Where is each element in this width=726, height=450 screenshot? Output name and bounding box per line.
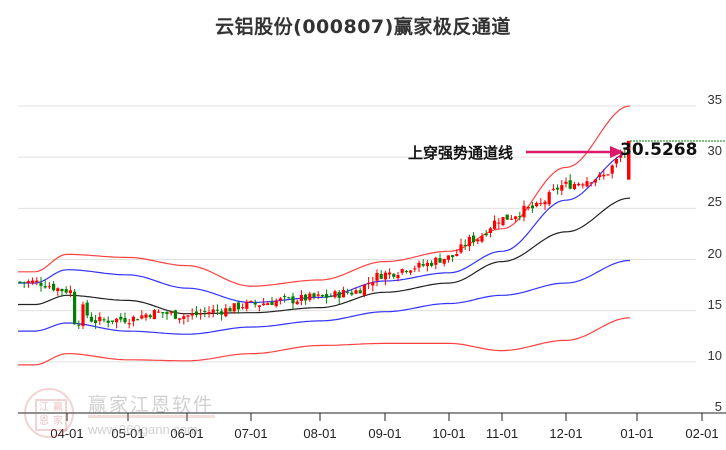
lower-inner-band-line xyxy=(18,259,631,335)
x-tick-label: 09-01 xyxy=(368,426,402,441)
watermark-char: 江 xyxy=(39,402,49,413)
grid-lines xyxy=(18,105,696,363)
watermark-divider xyxy=(88,415,215,418)
annotation-arrow xyxy=(526,146,624,158)
watermark-char: 恩 xyxy=(39,416,49,427)
watermark-name: 赢家江恩软件 xyxy=(88,394,215,416)
watermark-char: 家 xyxy=(53,416,63,427)
x-tick-label: 11-01 xyxy=(485,426,519,441)
y-tick-label: 35 xyxy=(707,92,722,107)
channel-lines xyxy=(18,105,631,366)
last-price-label: 30.5268 xyxy=(620,140,698,160)
x-tick-label: 02-01 xyxy=(685,426,719,441)
y-tick-label: 20 xyxy=(707,245,722,261)
middle-line-line xyxy=(18,197,631,315)
y-tick-label: 5 xyxy=(714,399,722,414)
y-tick-label: 10 xyxy=(707,347,722,363)
candlesticks xyxy=(18,140,631,330)
y-tick-label: 15 xyxy=(707,296,722,312)
annotation-label: 上穿强势通道线 xyxy=(408,144,514,162)
x-tick-label: 01-01 xyxy=(620,426,654,441)
x-tick-label: 08-01 xyxy=(303,426,337,441)
x-tick-label: 07-01 xyxy=(234,426,268,441)
x-tick-label: 10-01 xyxy=(432,426,466,441)
y-tick-label: 30 xyxy=(707,143,722,159)
chart-title: 云铝股份(000807)赢家极反通道 xyxy=(215,16,511,38)
y-tick-label: 25 xyxy=(707,194,722,210)
x-tick-label: 05-01 xyxy=(111,426,145,441)
x-tick-label: 12-01 xyxy=(549,426,583,441)
x-tick-label: 06-01 xyxy=(170,426,204,441)
watermark-char: 赢 xyxy=(53,402,63,413)
watermark-logo: 江 赢 恩 家 xyxy=(24,388,74,438)
watermark-url: www.360gann.com xyxy=(88,422,198,437)
upper-inner-band-line xyxy=(18,152,631,304)
lower-outer-band-line xyxy=(18,317,631,366)
